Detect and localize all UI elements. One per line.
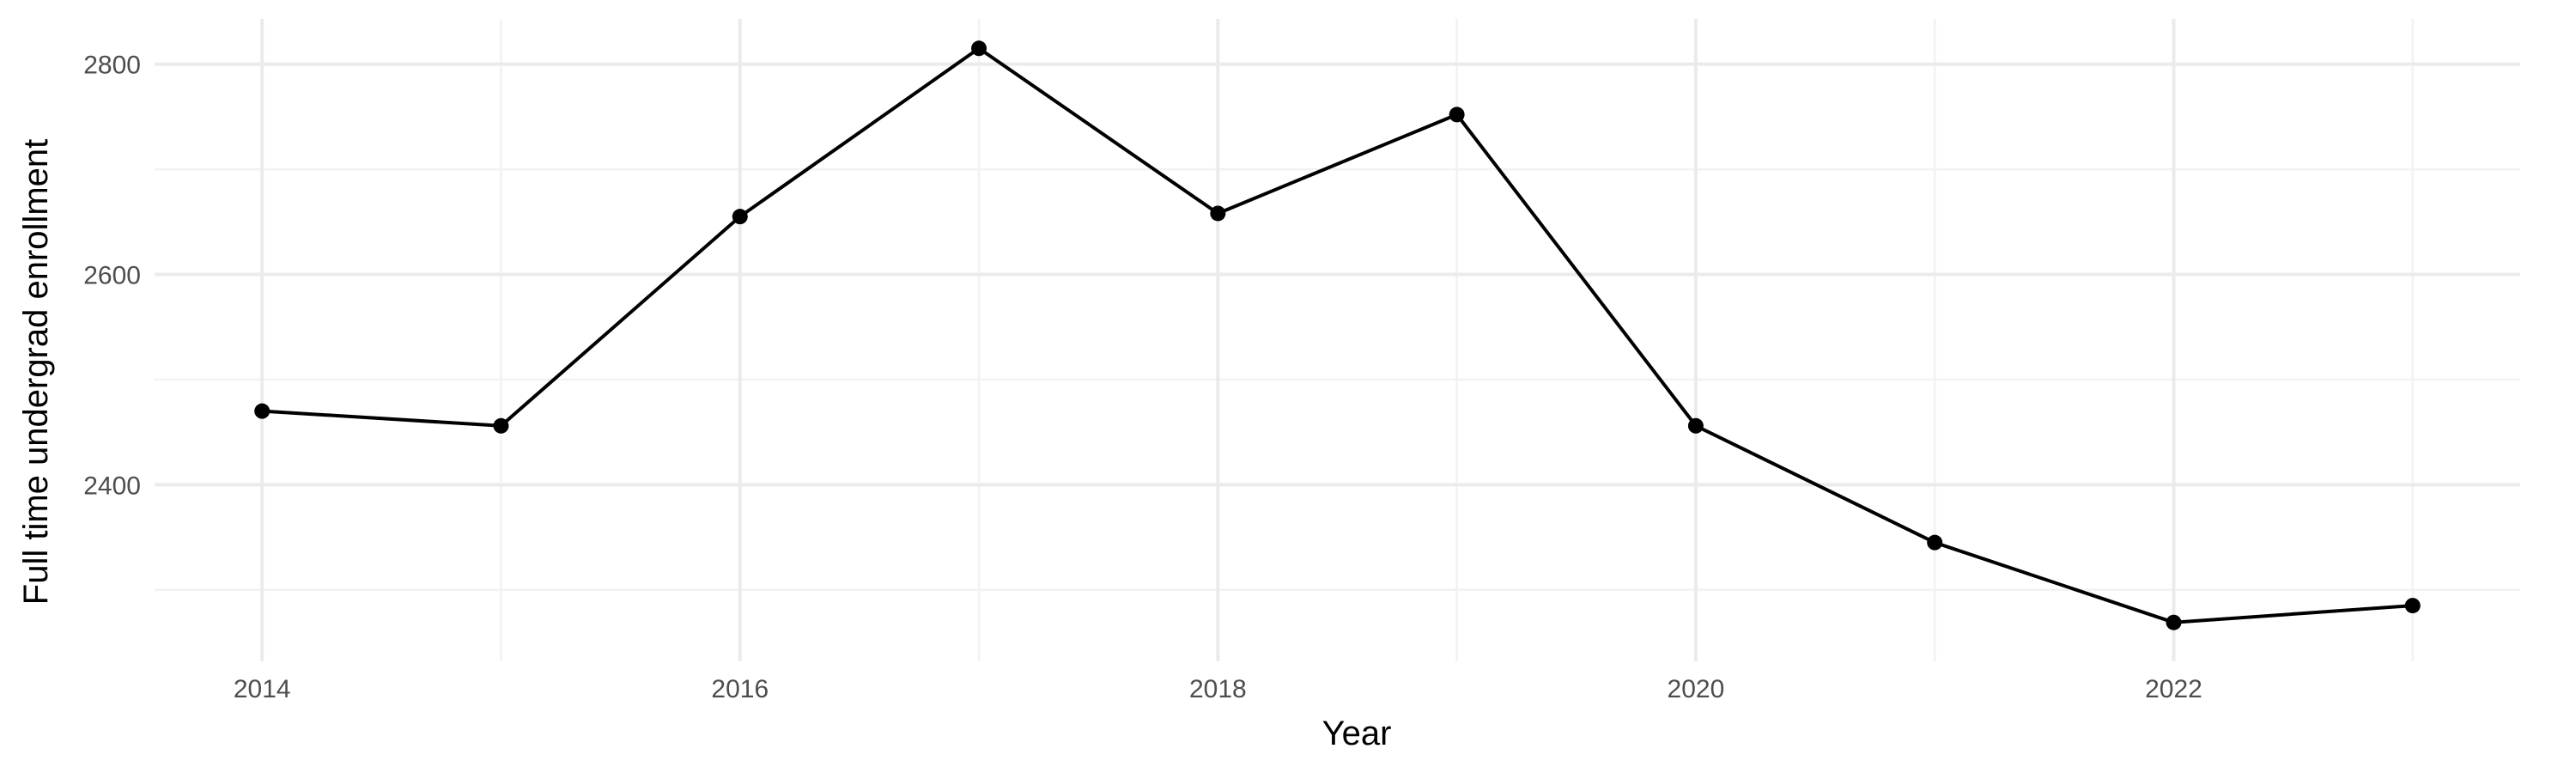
data-point: [2166, 614, 2182, 630]
y-tick-label: 2800: [83, 52, 141, 80]
series-line: [260, 46, 2415, 624]
data-point: [971, 40, 987, 57]
enrollment-series: [254, 40, 2421, 630]
y-axis-title: Full time undergrad enrollment: [17, 139, 55, 605]
data-point: [1449, 107, 1465, 123]
y-tick-label: 2400: [83, 472, 141, 500]
minor-gridlines: [155, 19, 2520, 661]
x-tick-label: 2022: [2145, 675, 2202, 703]
data-point: [732, 209, 748, 225]
x-tick-label: 2020: [1668, 675, 1725, 703]
x-axis-tick-labels: 2014 2016 2018 2020 2022: [234, 675, 2202, 703]
x-tick-label: 2014: [234, 675, 291, 703]
data-point: [1210, 205, 1226, 222]
x-axis-title: Year: [1322, 715, 1392, 752]
data-point: [2404, 598, 2421, 614]
data-point: [1927, 534, 1943, 551]
y-tick-label: 2600: [83, 261, 141, 289]
x-tick-label: 2018: [1189, 675, 1247, 703]
data-point: [493, 417, 509, 434]
data-point: [1687, 417, 1704, 434]
y-axis-tick-labels: 2400 2600 2800: [83, 52, 141, 501]
data-point: [254, 403, 270, 419]
x-tick-label: 2016: [711, 675, 769, 703]
major-gridlines: [155, 19, 2520, 661]
